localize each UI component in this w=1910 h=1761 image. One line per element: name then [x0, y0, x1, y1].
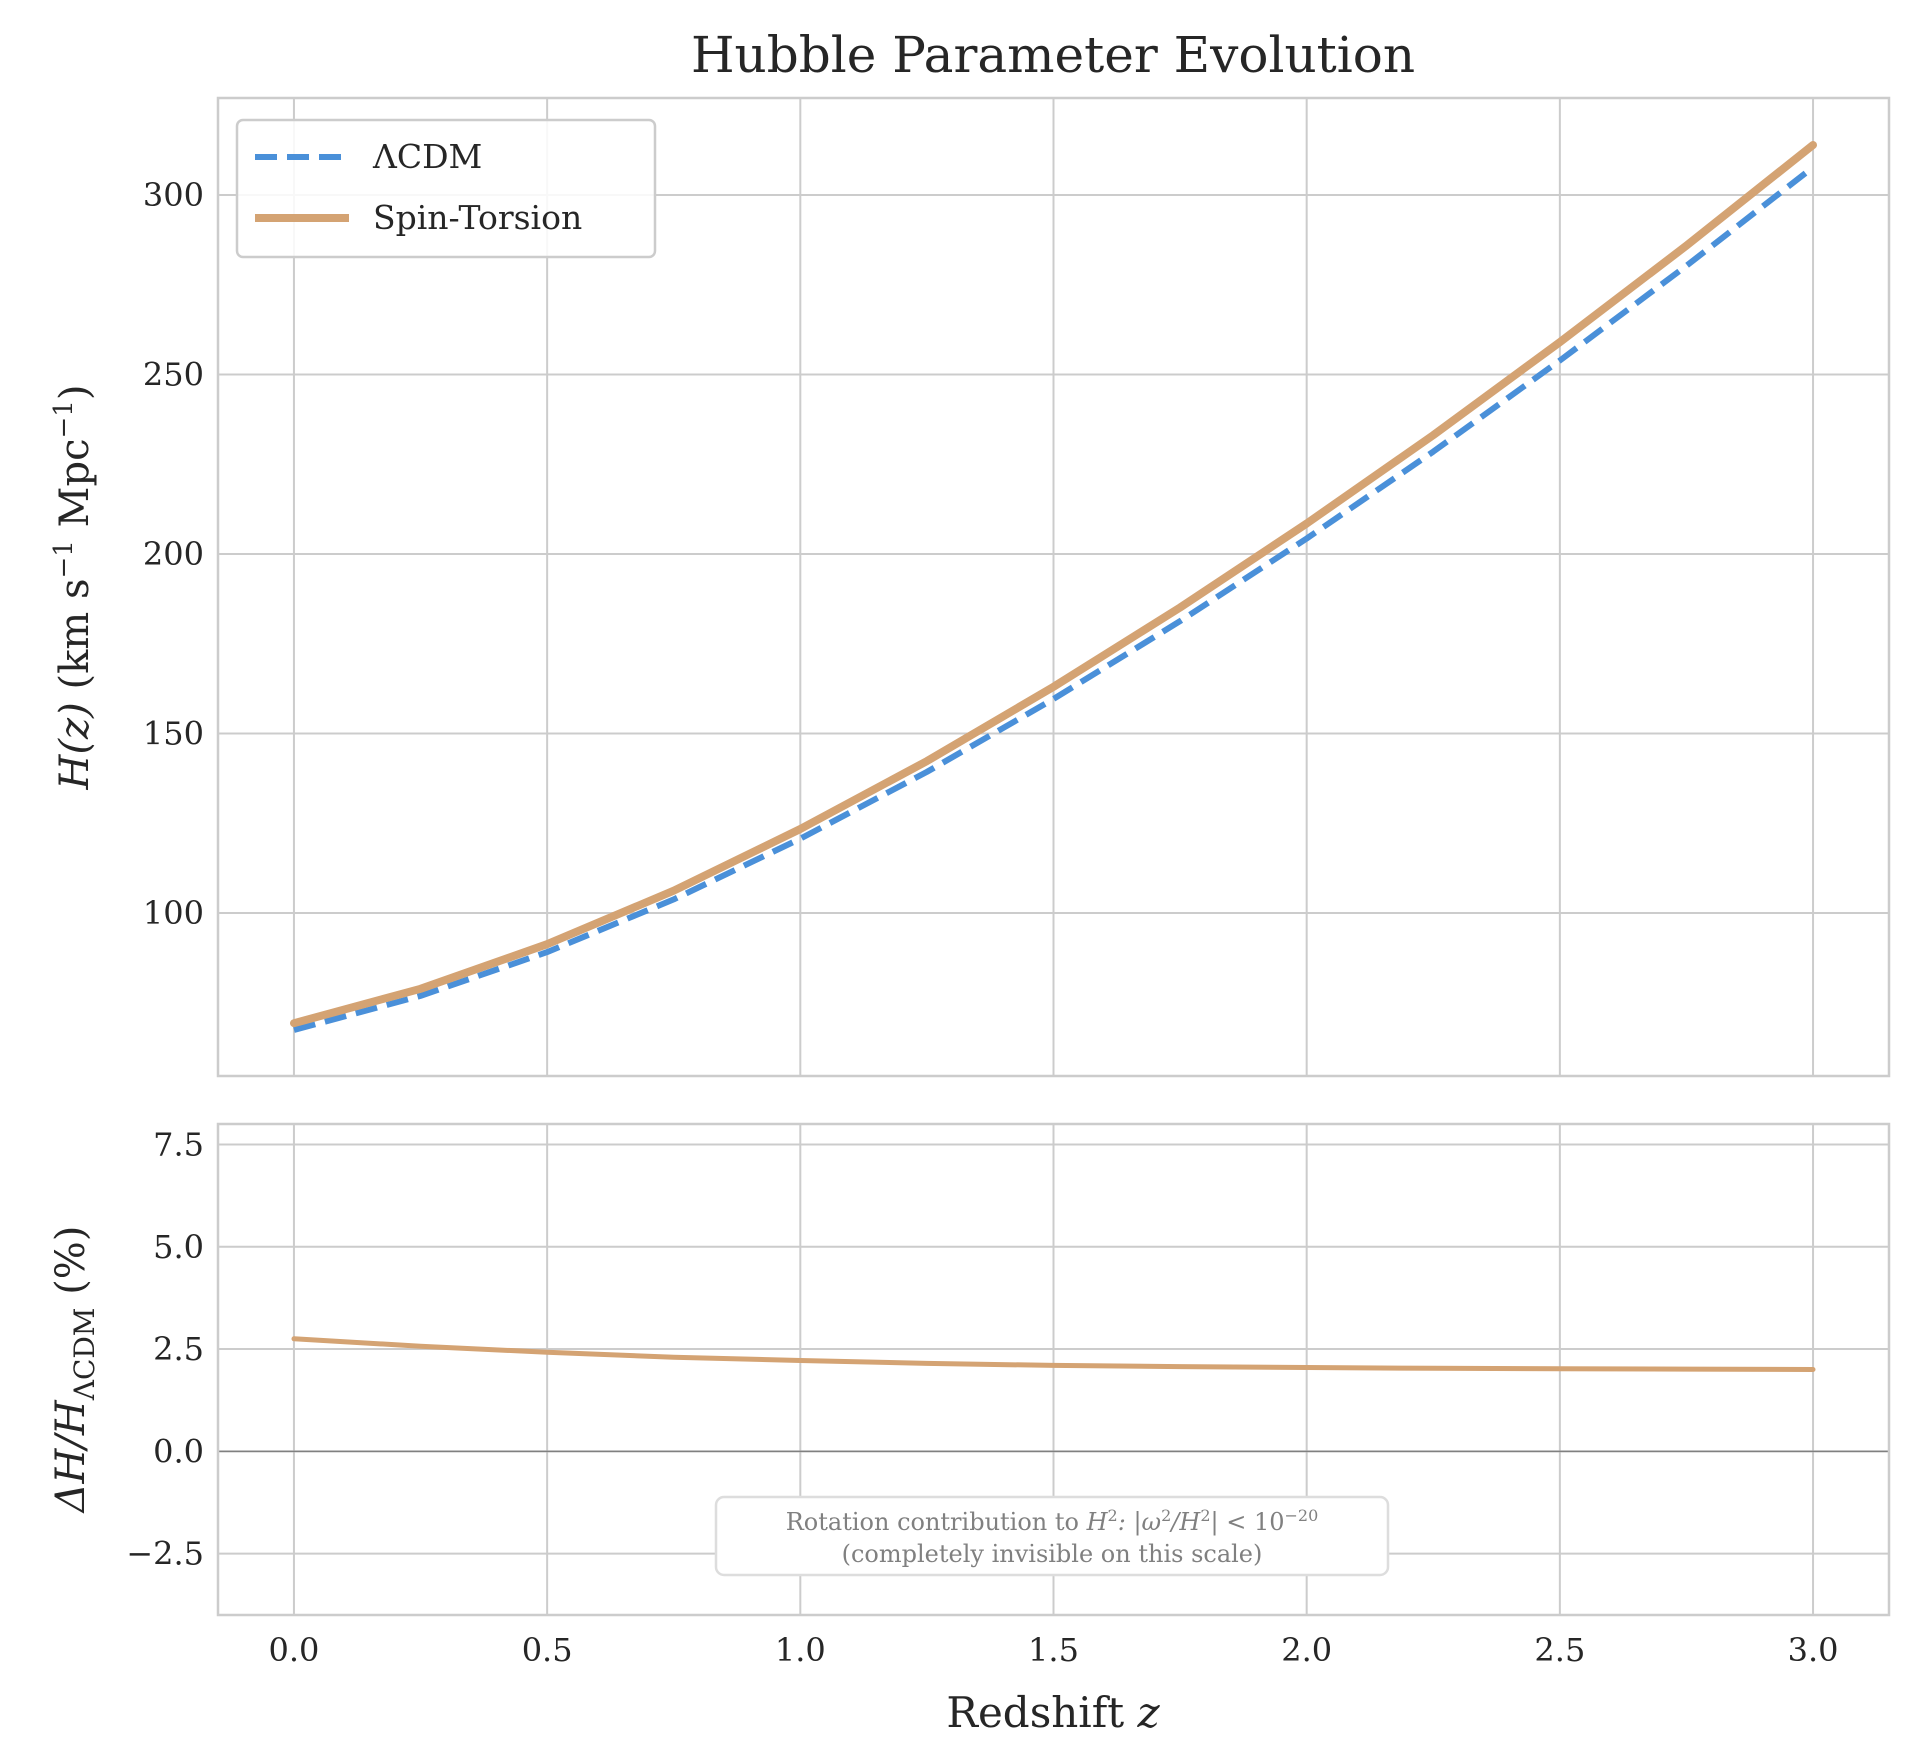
legend-frame — [235, 118, 657, 259]
bottom-lines — [218, 1336, 1889, 1453]
series-line-spin-torsion — [291, 1336, 1816, 1372]
x-tick-label: 2.0 — [1281, 1631, 1332, 1669]
x-tick-label: 2.5 — [1534, 1631, 1585, 1669]
y-tick-label: 200 — [143, 535, 204, 573]
series-line-spin-torsion — [290, 141, 1817, 1028]
legend-label-spin-torsion: Spin-Torsion — [373, 198, 582, 237]
legend: ΛCDM Spin-Torsion — [235, 118, 657, 259]
x-tick-label: 0.0 — [269, 1631, 320, 1669]
y-tick-label: 150 — [143, 714, 204, 752]
annotation-line-1: Rotation contribution to H2: |ω2/H2| < 1… — [786, 1506, 1319, 1537]
series-line-cdm — [293, 164, 1815, 1033]
bottom-ytick-labels: −2.5 0.0 2.5 5.0 7.5 — [126, 1125, 204, 1572]
top-axes-frame — [216, 96, 1891, 1078]
top-axes: 100 150 200 250 300 — [143, 96, 1891, 1078]
y-tick-label: 7.5 — [153, 1125, 204, 1163]
x-tick-label: 3.0 — [1788, 1631, 1839, 1669]
y-tick-label: 300 — [143, 176, 204, 214]
top-ytick-labels: 100 150 200 250 300 — [143, 176, 204, 932]
y-tick-label: −2.5 — [126, 1535, 204, 1573]
annotation-line-2: (completely invisible on this scale) — [842, 1540, 1263, 1568]
annotation-frame — [714, 1495, 1390, 1577]
top-y-axis-label: H(z) (km s−1 Mpc−1) — [49, 385, 98, 791]
x-tick-label: 0.5 — [522, 1631, 573, 1669]
chart-title: Hubble Parameter Evolution — [691, 26, 1415, 84]
bottom-y-axis-label: ΔH/HΛCDM (%) — [48, 1226, 101, 1515]
annotation-box: Rotation contribution to H2: |ω2/H2| < 1… — [714, 1495, 1390, 1577]
top-grid — [218, 98, 1889, 1076]
y-tick-label: 5.0 — [153, 1228, 204, 1266]
x-tick-label: 1.0 — [775, 1631, 826, 1669]
y-tick-label: 100 — [143, 894, 204, 932]
x-axis-label: Redshift z — [946, 1688, 1160, 1737]
top-lines — [290, 141, 1817, 1033]
bottom-xtick-labels: 0.0 0.5 1.0 1.5 2.0 2.5 3.0 — [269, 1631, 1839, 1669]
y-tick-label: 2.5 — [153, 1330, 204, 1368]
bottom-axes-frame — [216, 1122, 1891, 1617]
y-tick-label: 0.0 — [153, 1432, 204, 1470]
x-tick-label: 1.5 — [1028, 1631, 1079, 1669]
y-tick-label: 250 — [143, 355, 204, 393]
legend-label-lcdm: ΛCDM — [372, 137, 482, 176]
